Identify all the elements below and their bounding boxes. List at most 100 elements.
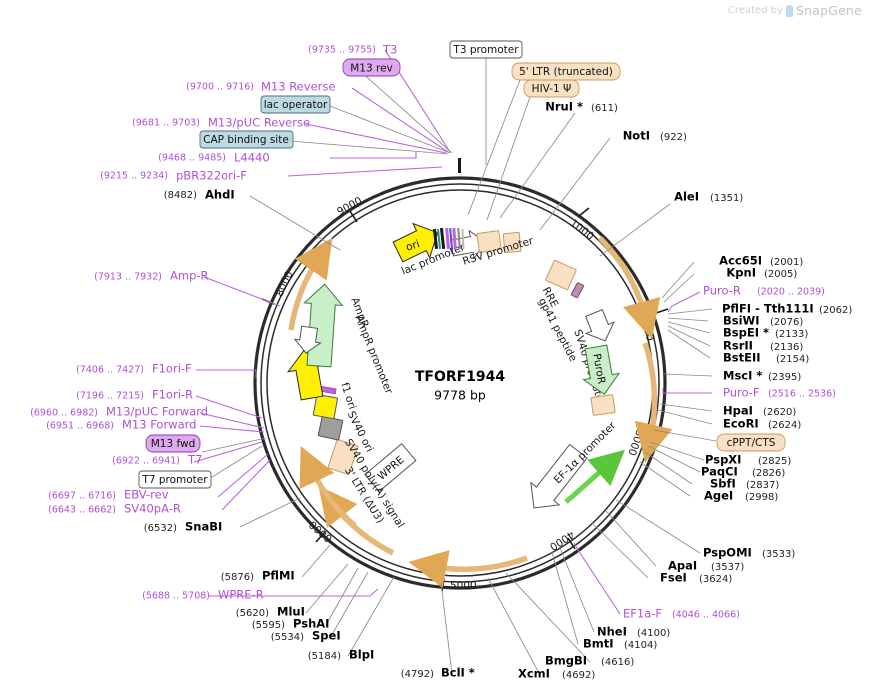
label-position: (6532) — [144, 523, 177, 534]
label-position: (2020 .. 2039) — [757, 287, 825, 298]
label-position: (5876) — [221, 572, 254, 583]
label-position: (7196 .. 7215) — [76, 391, 144, 402]
label-name: F1ori-R — [152, 388, 193, 402]
feature-puror: PuroR — [582, 344, 621, 395]
feature-ampr-promoter — [293, 325, 322, 354]
leader-lines — [193, 49, 717, 676]
watermark-brand-text: SnapGene — [795, 3, 862, 18]
labels-left-group: (6643 .. 6662) SV40pA-R (6697 .. 6716) E… — [30, 269, 208, 516]
arc-arrow-1 — [598, 236, 661, 340]
label-name: F1ori-F — [152, 362, 192, 376]
cut-site-marker — [458, 158, 461, 173]
label-apai: ApaI (3537) — [668, 559, 744, 574]
arc-arrow-2 — [634, 342, 673, 463]
label-name: M13 Forward — [122, 418, 196, 432]
label-box-hiv1-psi: HIV-1 Ψ — [523, 79, 580, 98]
label-text: M13 rev — [350, 63, 393, 75]
label-name: SbfI — [710, 477, 736, 491]
feature-sv40-polya — [317, 415, 344, 441]
label-name: FseI — [660, 571, 687, 585]
feature-ef1a-promoter — [530, 443, 588, 509]
watermark-created-text: Created by — [727, 5, 783, 16]
feature-rre — [545, 259, 577, 291]
label-acc65i: Acc65I (2001) — [719, 254, 803, 269]
tick-label: 5000 — [450, 580, 477, 592]
label-pspxi: PspXI (2825) — [705, 453, 791, 468]
label-text: M13 fwd — [151, 438, 196, 450]
label-text: T3 promoter — [452, 44, 519, 56]
label-alei: AleI (1351) — [674, 190, 743, 205]
label-m13-puc-reverse: (9681 .. 9703) M13/pUC Reverse — [132, 116, 310, 130]
label-name: AhdI — [205, 188, 235, 202]
label-name: MscI * — [723, 369, 762, 383]
label-position: (1351) — [710, 193, 743, 204]
tick-4000: 4000 — [547, 528, 576, 553]
label-text: T7 promoter — [141, 474, 208, 486]
label-position: (6960 .. 6982) — [30, 408, 98, 419]
label-name: M13 Reverse — [261, 80, 335, 94]
label-position: (2395) — [768, 372, 801, 383]
label-blpi: (5184) BlpI — [308, 648, 374, 663]
label-name: BspEI * — [723, 326, 769, 340]
feature-label-ampr-promoter: AmpR promoter — [352, 314, 395, 396]
label-name: PflMI — [262, 569, 295, 583]
label-position: (5184) — [308, 651, 341, 662]
label-name: T7 — [187, 453, 202, 467]
label-name: MluI — [277, 605, 305, 619]
tick-8000: 8000 — [261, 269, 296, 305]
label-agei: AgeI (2998) — [704, 489, 778, 504]
label-name: M13/pUC Forward — [106, 405, 208, 419]
label-f1ori-f: (7406 .. 7427) F1ori-F — [76, 362, 192, 376]
label-bspei: BspEI * (2133) — [723, 326, 808, 341]
label-position: (6922 .. 6941) — [112, 456, 180, 467]
feature-box-orange-small — [590, 394, 616, 416]
label-kpni: KpnI (2005) — [726, 266, 797, 281]
label-text: cPPT/CTS — [727, 437, 776, 449]
label-position: (2516 .. 2536) — [768, 389, 836, 400]
label-puro-r: Puro-R (2020 .. 2039) — [703, 284, 825, 298]
label-paqci: PaqCI (2826) — [701, 465, 785, 480]
feature-rsv-promoter — [476, 230, 522, 254]
label-position: (3624) — [699, 574, 732, 585]
label-bsiwi: BsiWI (2076) — [723, 314, 803, 329]
label-name: BmgBI — [545, 654, 587, 668]
arc-arrow-6 — [288, 237, 333, 331]
label-position: (2001) — [770, 257, 803, 268]
label-ebv-rev: (6697 .. 6716) EBV-rev — [48, 488, 169, 502]
label-text: HIV-1 Ψ — [532, 83, 572, 95]
arc-arrow-5 — [299, 446, 357, 529]
tick-label: 1000 — [567, 217, 596, 243]
plasmid-name: TFORF1944 — [415, 369, 506, 385]
tick-label: 8000 — [274, 269, 296, 298]
label-name: XcmI — [518, 667, 550, 681]
label-position: (922) — [660, 132, 687, 143]
label-position: (5534) — [271, 632, 304, 643]
label-msci: MscI * (2395) — [723, 369, 801, 384]
label-position: (3533) — [762, 549, 795, 560]
feature-ori: ori — [392, 222, 439, 263]
label-noti: NotI (922) — [623, 129, 687, 144]
label-name: SV40pA-R — [124, 502, 181, 516]
label-name: EcoRI — [723, 417, 759, 431]
label-pspomi: PspOMI (3533) — [703, 546, 795, 561]
label-name: NheI — [597, 625, 627, 639]
label-bcli: (4792) BclI * — [401, 666, 475, 681]
feature-label-gp41: gp41 peptide — [536, 296, 579, 363]
label-f1ori-r: (7196 .. 7215) F1ori-R — [76, 388, 193, 402]
label-nhei: NheI (4100) — [597, 625, 670, 640]
label-amp-r: (7913 .. 7932) Amp-R — [94, 269, 208, 283]
label-position: (3537) — [711, 562, 744, 573]
label-box-lac-operator: lac operator — [260, 95, 331, 114]
label-box-cap-binding-site: CAP binding site — [199, 130, 294, 149]
label-name: Puro-R — [703, 284, 741, 298]
label-ecori: EcoRI (2624) — [723, 417, 801, 432]
label-name: L4440 — [234, 151, 270, 165]
label-position: (6643 .. 6662) — [48, 505, 116, 516]
label-box-m13-rev: M13 rev — [342, 58, 401, 77]
label-mlui: (5620) MluI — [236, 605, 305, 620]
feature-label-f1-ori: f1 ori — [338, 381, 358, 411]
label-puro-f: Puro-F (2516 .. 2536) — [723, 386, 836, 400]
label-position: (2624) — [768, 420, 801, 431]
label-name: PshAI — [293, 617, 329, 631]
